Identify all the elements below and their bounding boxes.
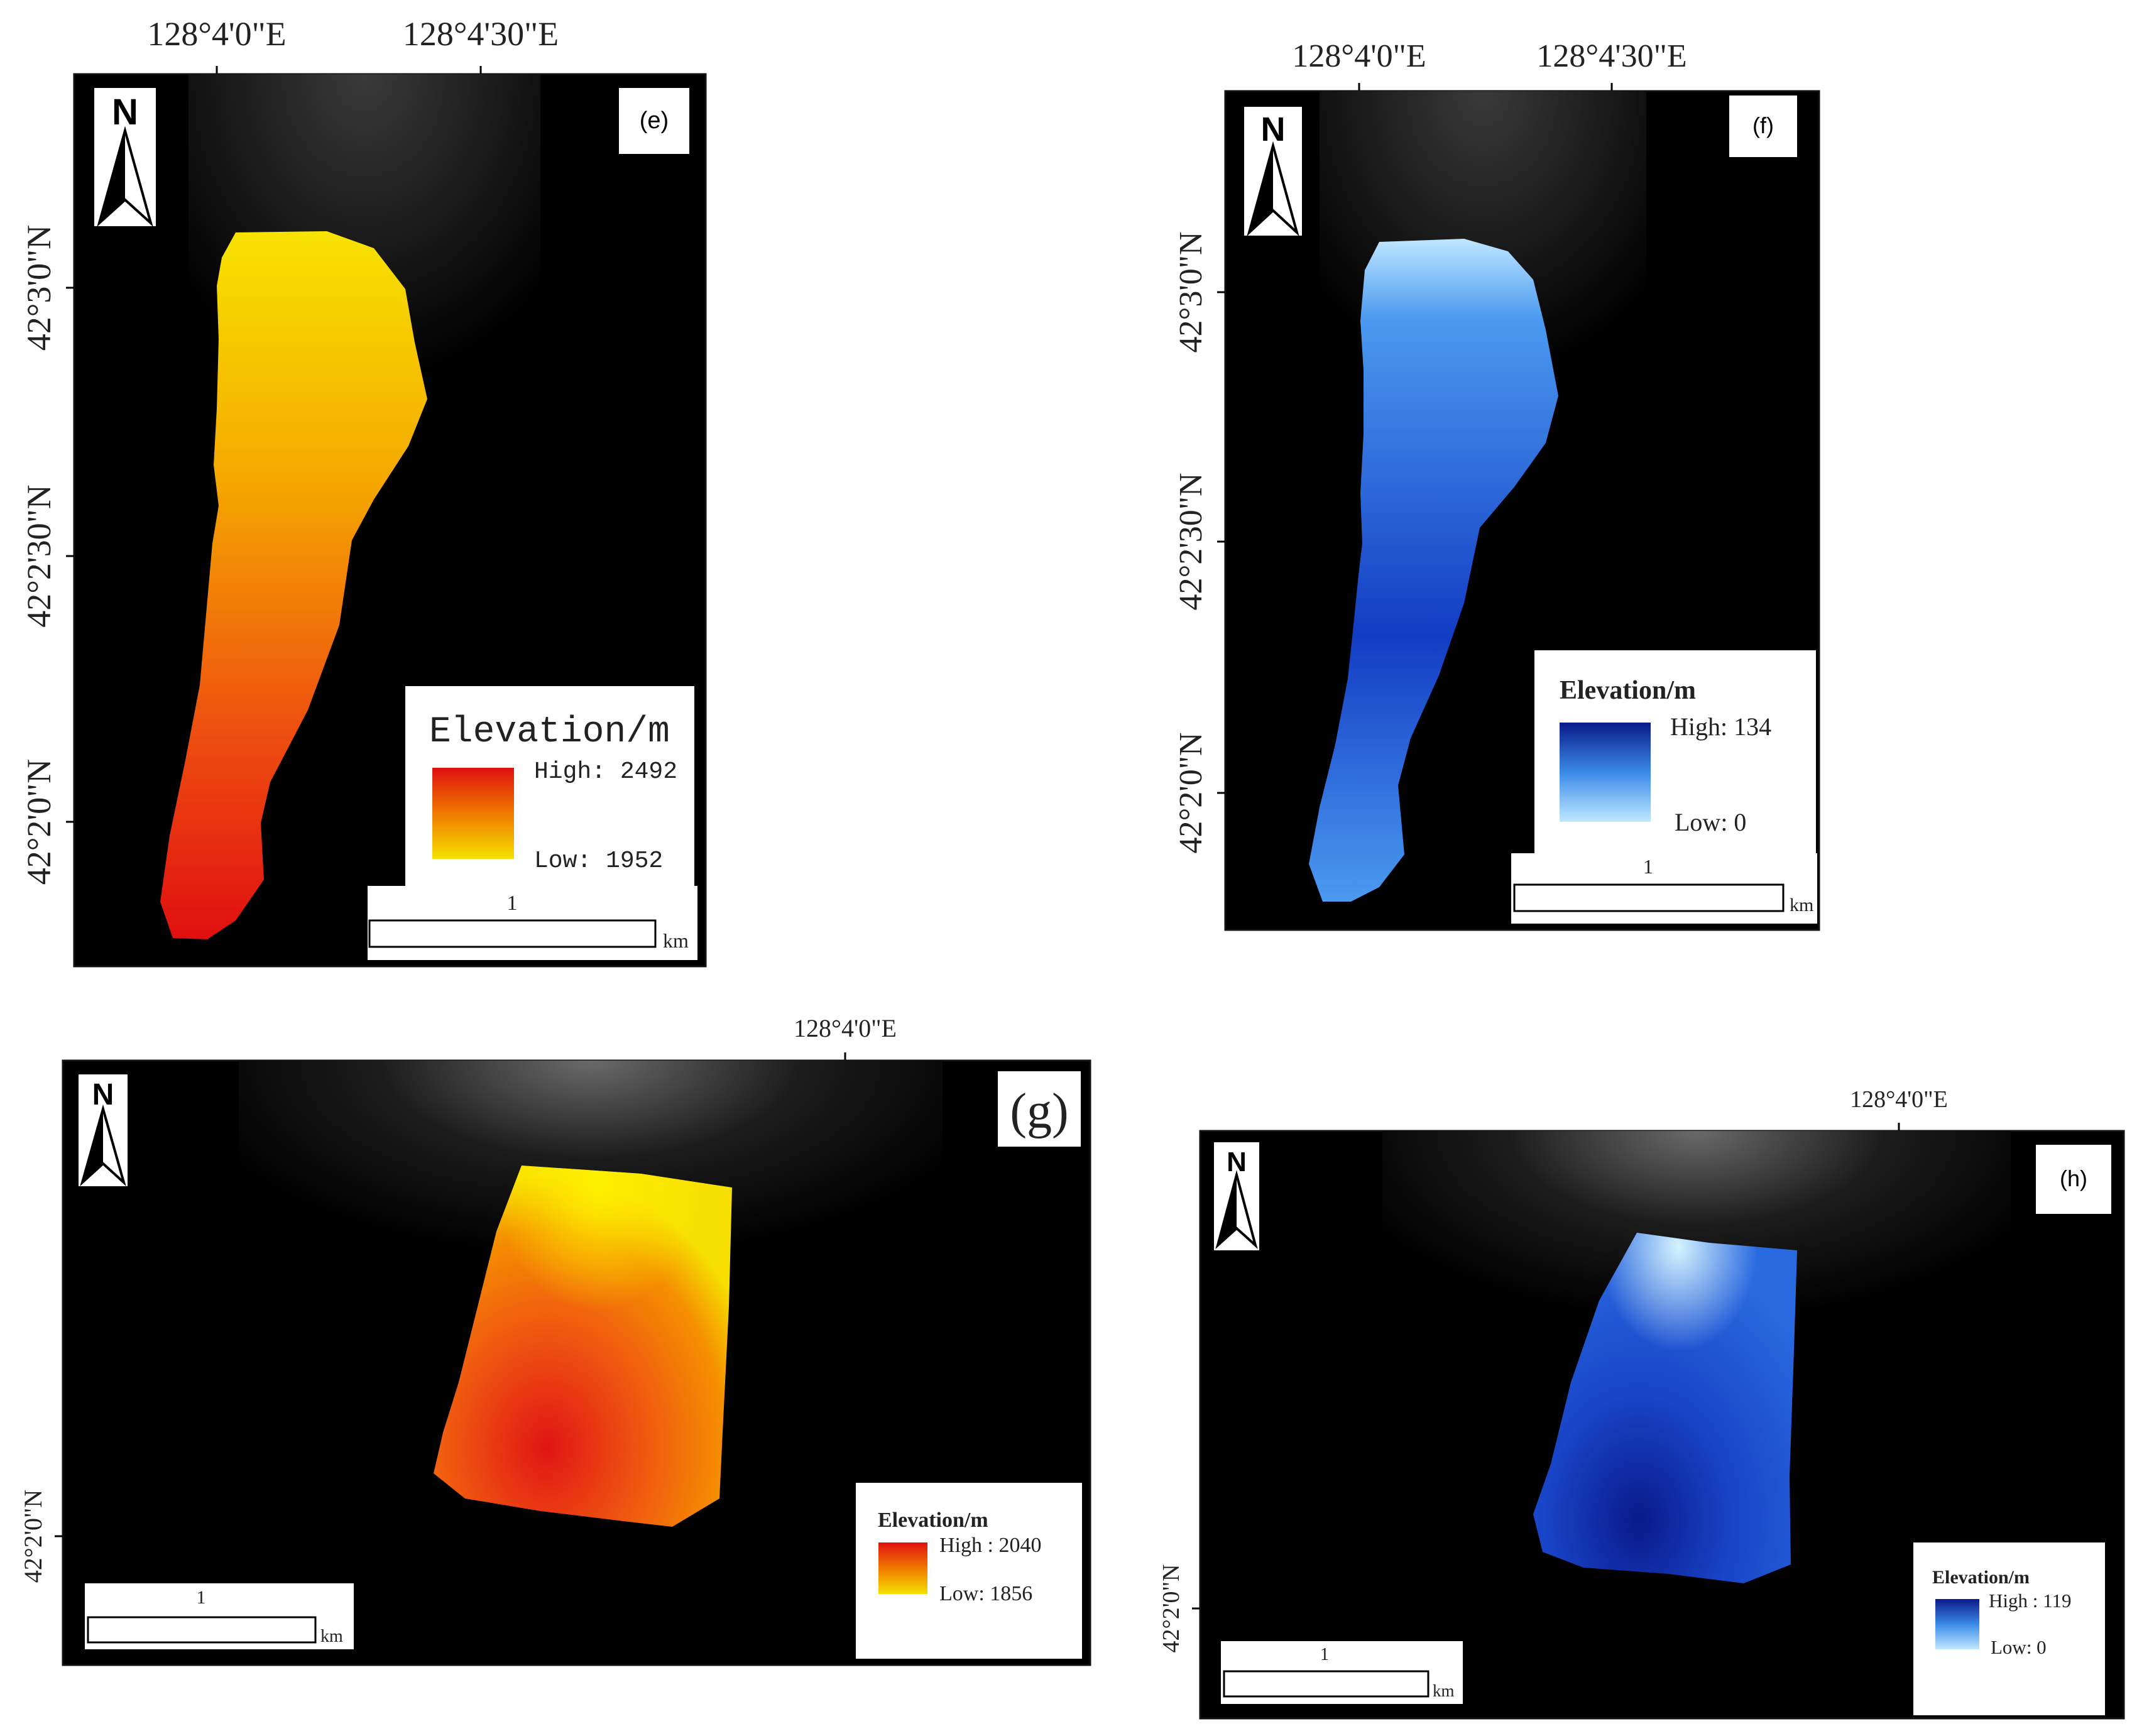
lat-tick-label: 42°2'0"N [1158,1564,1184,1653]
lat-tick-label: 42°2'30"N [20,484,58,627]
legend-high: High : 2040 [939,1534,1041,1557]
panel-label-box [619,88,689,154]
scale-unit: km [663,929,689,952]
north-arrow: N [1244,107,1302,237]
scale-unit: km [1790,895,1813,915]
panel-f: 128°4'0"E 128°4'30"E 42°3'0"N 42°2'30"N … [1173,38,1820,931]
lat-tick-label: 42°3'0"N [20,225,58,351]
legend-low: Low: 1856 [939,1582,1032,1605]
legend-title: Elevation/m [1932,1567,2030,1588]
lon-tick-label: 128°4'0"E [1850,1086,1948,1113]
scale-unit: km [320,1627,343,1646]
panel-label-box [998,1071,1081,1147]
panel-h: 128°4'0"E 42°2'0"N N (h) Elevation/m Hig… [1158,1086,2125,1720]
scale-value: 1 [197,1587,206,1608]
north-arrow: N [94,88,156,227]
panel-label: (g) [1010,1084,1068,1139]
north-label: N [112,92,138,133]
legend-high: High: 134 [1670,712,1771,741]
scale-bar: 1 km [1511,853,1817,924]
legend-low: Low: 0 [1675,808,1746,836]
lon-tick-label: 128°4'30"E [1536,38,1686,74]
north-arrow: N [79,1074,128,1187]
legend-low: Low: 1952 [534,848,663,875]
legend-high: High : 119 [1989,1590,2071,1612]
legend: Elevation/m High: 2492 Low: 1952 [405,686,694,890]
panel-label-box [1729,96,1797,157]
panel-g: 128°4'0"E 42°2'0"N N (g) Elevation/m Hig… [19,1014,1091,1666]
legend-color-ramp [1935,1599,1979,1649]
scale-bar: 1 km [1221,1641,1463,1704]
legend: Elevation/m High: 134 Low: 0 [1534,650,1816,858]
scale-bar: 1 km [368,886,697,960]
panel-label: (f) [1752,112,1774,138]
legend-title: Elevation/m [429,712,670,753]
scale-bar: 1 km [85,1583,354,1649]
lon-tick-label: 128°4'0"E [147,15,286,53]
legend-high: High: 2492 [534,758,677,785]
elevation-surface [160,231,427,939]
lat-tick-label: 42°2'0"N [20,759,58,885]
lon-tick-label: 128°4'30"E [403,15,559,53]
panel-label-box [2036,1145,2111,1214]
legend-color-ramp [1560,723,1651,822]
legend: Elevation/m High : 119 Low: 0 [1913,1542,2105,1715]
lon-tick-label: 128°4'0"E [794,1014,897,1042]
scale-value: 1 [507,892,518,915]
lat-tick-label: 42°3'0"N [1173,232,1209,353]
lon-tick-label: 128°4'0"E [1292,38,1426,74]
scale-value: 1 [1643,855,1653,878]
scale-value: 1 [1320,1645,1329,1664]
legend-low: Low: 0 [1991,1636,2047,1658]
lat-tick-label: 42°2'0"N [19,1490,47,1583]
panel-e: 128°4'0"E 128°4'30"E 42°3'0"N 42°2'30"N … [20,15,707,968]
north-arrow: N [1214,1142,1259,1250]
legend-color-ramp [878,1542,927,1594]
legend-title: Elevation/m [1560,676,1696,705]
panel-label: (h) [2060,1166,2087,1191]
scale-unit: km [1433,1681,1455,1700]
legend: Elevation/m High : 2040 Low: 1856 [856,1483,1082,1659]
lat-tick-label: 42°2'30"N [1173,473,1209,611]
legend-color-ramp [432,768,514,859]
elevation-surface [1309,239,1558,902]
panel-label: (e) [640,107,669,134]
lat-tick-label: 42°2'0"N [1173,733,1209,854]
legend-title: Elevation/m [878,1509,988,1532]
